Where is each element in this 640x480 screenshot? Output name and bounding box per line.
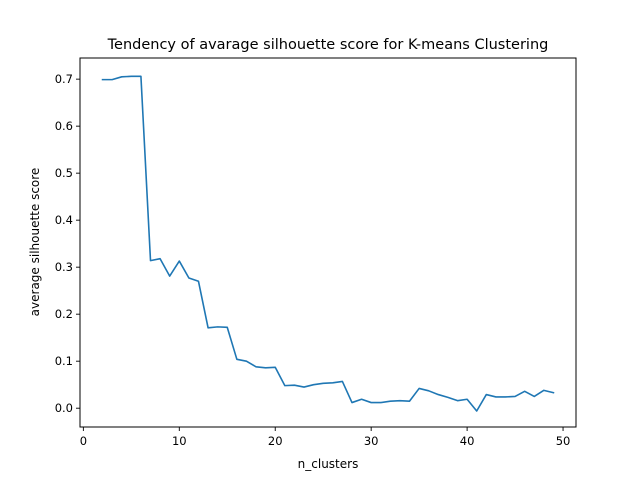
series-line <box>103 76 554 411</box>
y-tick-label: 0.5 <box>55 166 73 180</box>
x-axis-label: n_clusters <box>298 457 359 471</box>
x-tick-label: 50 <box>556 434 571 448</box>
y-tick-label: 0.2 <box>55 307 73 321</box>
x-axis: 0 10 20 30 40 50 <box>80 427 571 448</box>
y-tick-label: 0.6 <box>55 119 73 133</box>
plot-area: 0 10 20 30 40 50 0.0 0.1 0.2 0.3 0.4 0.5 0.6 0.7 <box>55 58 576 448</box>
y-axis-label: average silhouette score <box>28 168 42 317</box>
x-tick-label: 30 <box>364 434 379 448</box>
plot-frame <box>80 58 576 427</box>
y-tick-label: 0.1 <box>55 354 73 368</box>
chart-title: Tendency of avarage silhouette score for… <box>107 37 549 53</box>
x-tick-label: 0 <box>80 434 87 448</box>
x-tick-label: 20 <box>268 434 283 448</box>
y-tick-label: 0.7 <box>55 72 73 86</box>
y-tick-label: 0.3 <box>55 260 73 274</box>
x-tick-label: 40 <box>460 434 475 448</box>
x-tick-label: 10 <box>172 434 187 448</box>
y-tick-label: 0.0 <box>55 401 73 415</box>
y-tick-label: 0.4 <box>55 213 73 227</box>
y-axis: 0.0 0.1 0.2 0.3 0.4 0.5 0.6 0.7 <box>55 72 80 415</box>
